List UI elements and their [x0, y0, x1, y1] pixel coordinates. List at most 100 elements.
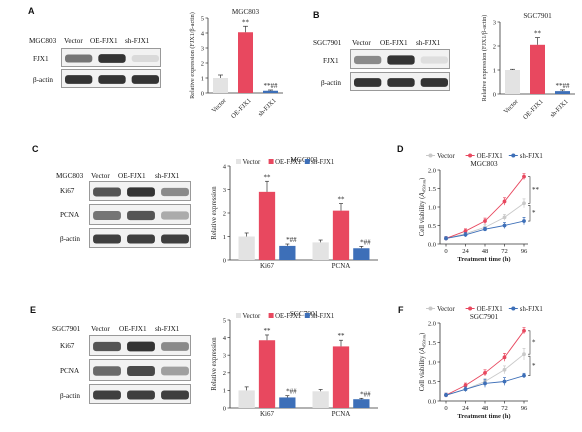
blot-band: [65, 75, 93, 84]
x-tick-label: 96: [521, 248, 528, 255]
data-point: [463, 232, 468, 237]
legend-marker: [428, 153, 433, 158]
x-tick-label: PCNA: [332, 262, 351, 270]
bar: [238, 32, 253, 93]
bar: [238, 390, 255, 408]
legend-swatch: [236, 313, 241, 318]
blot-band: [127, 366, 155, 376]
significance-label: *: [532, 362, 536, 370]
data-point: [522, 328, 526, 333]
blot-band: [93, 390, 121, 400]
x-axis-label: Treatment time (h): [457, 256, 510, 263]
legend-label: OE-FJX1: [275, 313, 301, 320]
x-tick-label: 72: [501, 248, 508, 255]
y-tick-label: 1.0: [428, 204, 436, 211]
blot-e-strip-actin: [89, 384, 191, 404]
y-tick-label: 3: [223, 187, 226, 194]
y-tick-label: 1.5: [428, 340, 436, 347]
data-point: [483, 371, 487, 375]
blot-b-strip-actin: [350, 72, 450, 91]
significance-label: *##: [360, 390, 371, 398]
blot-e-row-label-pcna: PCNA: [60, 367, 80, 375]
bar: [332, 346, 350, 408]
blot-b-strip-fjx1: [350, 49, 450, 69]
data-point: [522, 373, 526, 378]
blot-band: [420, 56, 448, 64]
data-point: [463, 387, 468, 392]
blot-band: [93, 187, 121, 197]
y-tick-label: 3: [223, 353, 226, 360]
data-point: [502, 367, 507, 372]
blot-band: [161, 366, 189, 376]
legend-swatch: [236, 159, 241, 164]
blot-b-lane-vector: Vector: [352, 39, 371, 47]
x-tick-label: 48: [482, 248, 489, 255]
blot-band: [127, 210, 155, 221]
legend-label: sh-FJX1: [311, 159, 334, 166]
significance-bracket: [528, 205, 531, 222]
blot-band: [131, 75, 159, 84]
data-point: [502, 355, 507, 360]
blot-band: [354, 78, 382, 87]
bar: [263, 90, 278, 93]
legend-swatch: [268, 159, 274, 164]
bar: [279, 397, 296, 408]
significance-label: *: [532, 209, 536, 217]
y-tick-label: 2: [223, 210, 226, 217]
legend-swatch: [268, 313, 274, 318]
x-tick-label: PCNA: [332, 410, 351, 418]
y-axis-label: Cell viability (A450nm): [419, 333, 427, 392]
data-point: [483, 219, 487, 223]
blot-band: [127, 187, 155, 197]
y-tick-label: 0.0: [428, 398, 436, 405]
blot-band: [161, 211, 189, 220]
blot-b-row-label-actin: β-actin: [321, 79, 342, 87]
panel-label-b: B: [313, 10, 320, 20]
blot-band: [161, 234, 189, 244]
panel-label-a: A: [28, 6, 35, 16]
blot-band: [93, 341, 121, 352]
bar: [238, 236, 255, 260]
significance-label: **##: [556, 82, 571, 90]
blot-c-lane-vector: Vector: [91, 172, 110, 180]
blot-band: [65, 54, 93, 63]
significance-label: **: [264, 327, 272, 335]
legend-marker: [511, 153, 516, 158]
y-tick-label: 2.0: [428, 320, 436, 327]
blot-a-lane-sh: sh-FJX1: [125, 37, 150, 45]
y-axis-label-italic: A: [419, 192, 426, 198]
blot-band: [387, 55, 415, 65]
x-tick-label: 24: [462, 248, 469, 255]
y-tick-label: 2: [201, 60, 204, 67]
bar: [505, 70, 520, 94]
y-tick-label: 0: [223, 405, 226, 412]
data-point: [522, 219, 526, 223]
blot-e-row-label-actin: β-actin: [60, 392, 81, 400]
bar: [312, 242, 329, 260]
blot-e-strip-ki67: [89, 335, 191, 356]
bar: [213, 78, 228, 93]
significance-label: **: [242, 18, 250, 26]
blot-c-lane-oe: OE-FJX1: [118, 172, 146, 180]
data-point: [483, 381, 487, 386]
blot-e-lane-sh: sh-FJX1: [155, 325, 180, 333]
bar: [555, 91, 570, 94]
y-axis-label: Relative expression: [211, 186, 218, 240]
y-axis-label: Relative expression (FJX1/β-actin): [481, 15, 488, 102]
chart-title: SGC7901: [290, 310, 319, 318]
data-point: [483, 227, 487, 232]
y-tick-label: 1.5: [428, 186, 436, 193]
blot-band: [127, 341, 155, 352]
panel-label-c: C: [32, 144, 39, 154]
y-tick-label: 1: [493, 67, 496, 74]
y-tick-label: 0: [493, 91, 496, 98]
blot-band: [420, 78, 448, 87]
y-tick-label: 0.5: [428, 379, 436, 386]
x-tick-label: Ki67: [260, 410, 275, 418]
data-point: [444, 236, 448, 241]
y-tick-label: 0.0: [428, 241, 436, 248]
legend-label: sh-FJX1: [311, 313, 334, 320]
